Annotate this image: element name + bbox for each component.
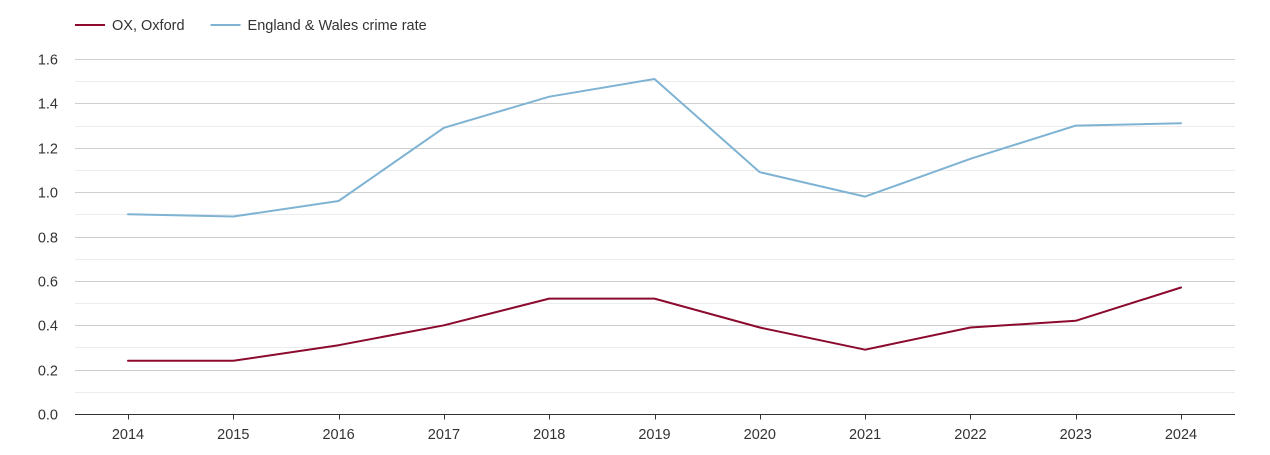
- y-tick-label: 1.0: [38, 186, 58, 202]
- x-tick-label: 2015: [217, 427, 249, 443]
- x-tick-label: 2020: [744, 427, 776, 443]
- x-tick-label: 2017: [428, 427, 460, 443]
- y-axis: 0.0 0.2 0.4 0.6 0.8 1.0 1.2 1.4 1.6: [38, 53, 58, 424]
- y-tick-label: 0.6: [38, 275, 58, 291]
- series-line-england-wales: [127, 78, 1182, 218]
- x-tick-label: 2014: [112, 427, 144, 443]
- y-tick-label: 1.4: [38, 97, 58, 113]
- x-tick-label: 2018: [533, 427, 565, 443]
- x-tick-label: 2016: [322, 427, 354, 443]
- series-line-ox-oxford: [127, 286, 1182, 362]
- y-tick-label: 0.8: [38, 231, 58, 247]
- x-tick-label: 2022: [954, 427, 986, 443]
- x-tick-label: 2023: [1060, 427, 1092, 443]
- series-group: [127, 78, 1182, 362]
- legend: OX, Oxford England & Wales crime rate: [75, 18, 427, 34]
- x-tick-label: 2024: [1165, 427, 1197, 443]
- x-tick-label: 2019: [638, 427, 670, 443]
- x-axis: 2014 2015 2016 2017 2018 2019 2020 2021 2022 2023…: [75, 414, 1235, 443]
- y-tick-label: 0.4: [38, 319, 58, 335]
- y-tick-label: 0.0: [38, 408, 58, 424]
- y-tick-label: 1.2: [38, 142, 58, 158]
- x-tick-label: 2021: [849, 427, 881, 443]
- grid: [75, 59, 1235, 393]
- legend-label: England & Wales crime rate: [248, 18, 427, 34]
- y-tick-label: 1.6: [38, 53, 58, 69]
- legend-label: OX, Oxford: [112, 18, 185, 34]
- y-tick-label: 0.2: [38, 364, 58, 380]
